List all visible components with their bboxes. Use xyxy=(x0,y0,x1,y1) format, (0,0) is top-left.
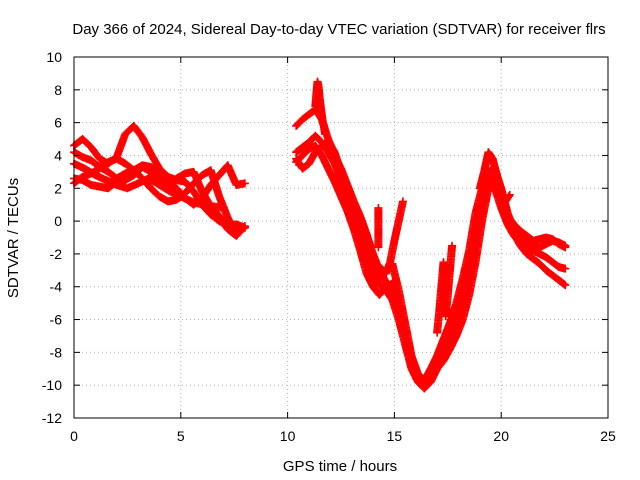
x-tick-label: 5 xyxy=(177,428,185,444)
y-tick-label: 10 xyxy=(46,49,62,65)
y-tick-label: -2 xyxy=(50,246,63,262)
x-tick-label: 0 xyxy=(70,428,78,444)
y-tick-label: 4 xyxy=(54,147,62,163)
x-axis-label: GPS time / hours xyxy=(283,458,397,475)
y-tick-label: 6 xyxy=(54,115,62,131)
chart-title: Day 366 of 2024, Sidereal Day-to-day VTE… xyxy=(72,21,605,38)
x-tick-label: 20 xyxy=(493,428,509,444)
y-tick-label: 8 xyxy=(54,82,62,98)
y-tick-label: -6 xyxy=(50,312,63,328)
x-tick-label: 25 xyxy=(600,428,616,444)
y-tick-label: 2 xyxy=(54,180,62,196)
x-tick-label: 10 xyxy=(280,428,296,444)
y-tick-label: 0 xyxy=(54,213,62,229)
y-axis-label: SDTVAR / TECUs xyxy=(5,178,22,298)
y-tick-label: -8 xyxy=(50,344,63,360)
data-points xyxy=(70,78,569,393)
y-tick-label: -10 xyxy=(42,377,62,393)
y-tick-label: -12 xyxy=(42,410,62,426)
x-tick-label: 15 xyxy=(387,428,403,444)
y-tick-label: -4 xyxy=(50,279,63,295)
